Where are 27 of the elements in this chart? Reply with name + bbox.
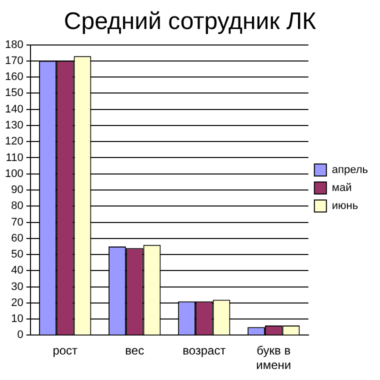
y-tick-label: 30 bbox=[11, 280, 24, 293]
legend-label: май bbox=[332, 182, 352, 194]
y-tick-label: 180 bbox=[4, 38, 24, 51]
x-tick-label: возраст bbox=[182, 344, 226, 358]
x-tick-label: букв в имени bbox=[256, 344, 292, 372]
y-tick-label: 140 bbox=[4, 103, 24, 116]
y-tick-label: 80 bbox=[11, 200, 24, 212]
chart-title: Средний сотрудник ЛК bbox=[64, 8, 316, 36]
y-tick-label: 100 bbox=[4, 168, 24, 180]
y-tick-label: 120 bbox=[4, 136, 24, 148]
y-tick-label: 50 bbox=[11, 248, 24, 261]
y-tick-label: 10 bbox=[11, 313, 24, 326]
x-tick-label: рост bbox=[52, 344, 78, 358]
y-tick-label: 150 bbox=[4, 87, 24, 100]
y-tick-label: 60 bbox=[11, 232, 24, 244]
y-tick-label: 90 bbox=[11, 184, 24, 196]
y-tick-label: 20 bbox=[11, 296, 24, 309]
legend-label: июнь bbox=[332, 200, 358, 212]
x-tick-label: вес bbox=[125, 344, 144, 358]
y-tick-label: 0 bbox=[17, 329, 24, 342]
legend-label: апрель bbox=[332, 164, 368, 176]
y-tick-label: 40 bbox=[11, 264, 24, 277]
y-tick-label: 160 bbox=[4, 71, 24, 84]
y-tick-label: 130 bbox=[4, 120, 24, 132]
y-tick-label: 170 bbox=[4, 54, 24, 67]
y-tick-label: 110 bbox=[6, 152, 24, 164]
y-tick-label: 70 bbox=[11, 216, 24, 228]
